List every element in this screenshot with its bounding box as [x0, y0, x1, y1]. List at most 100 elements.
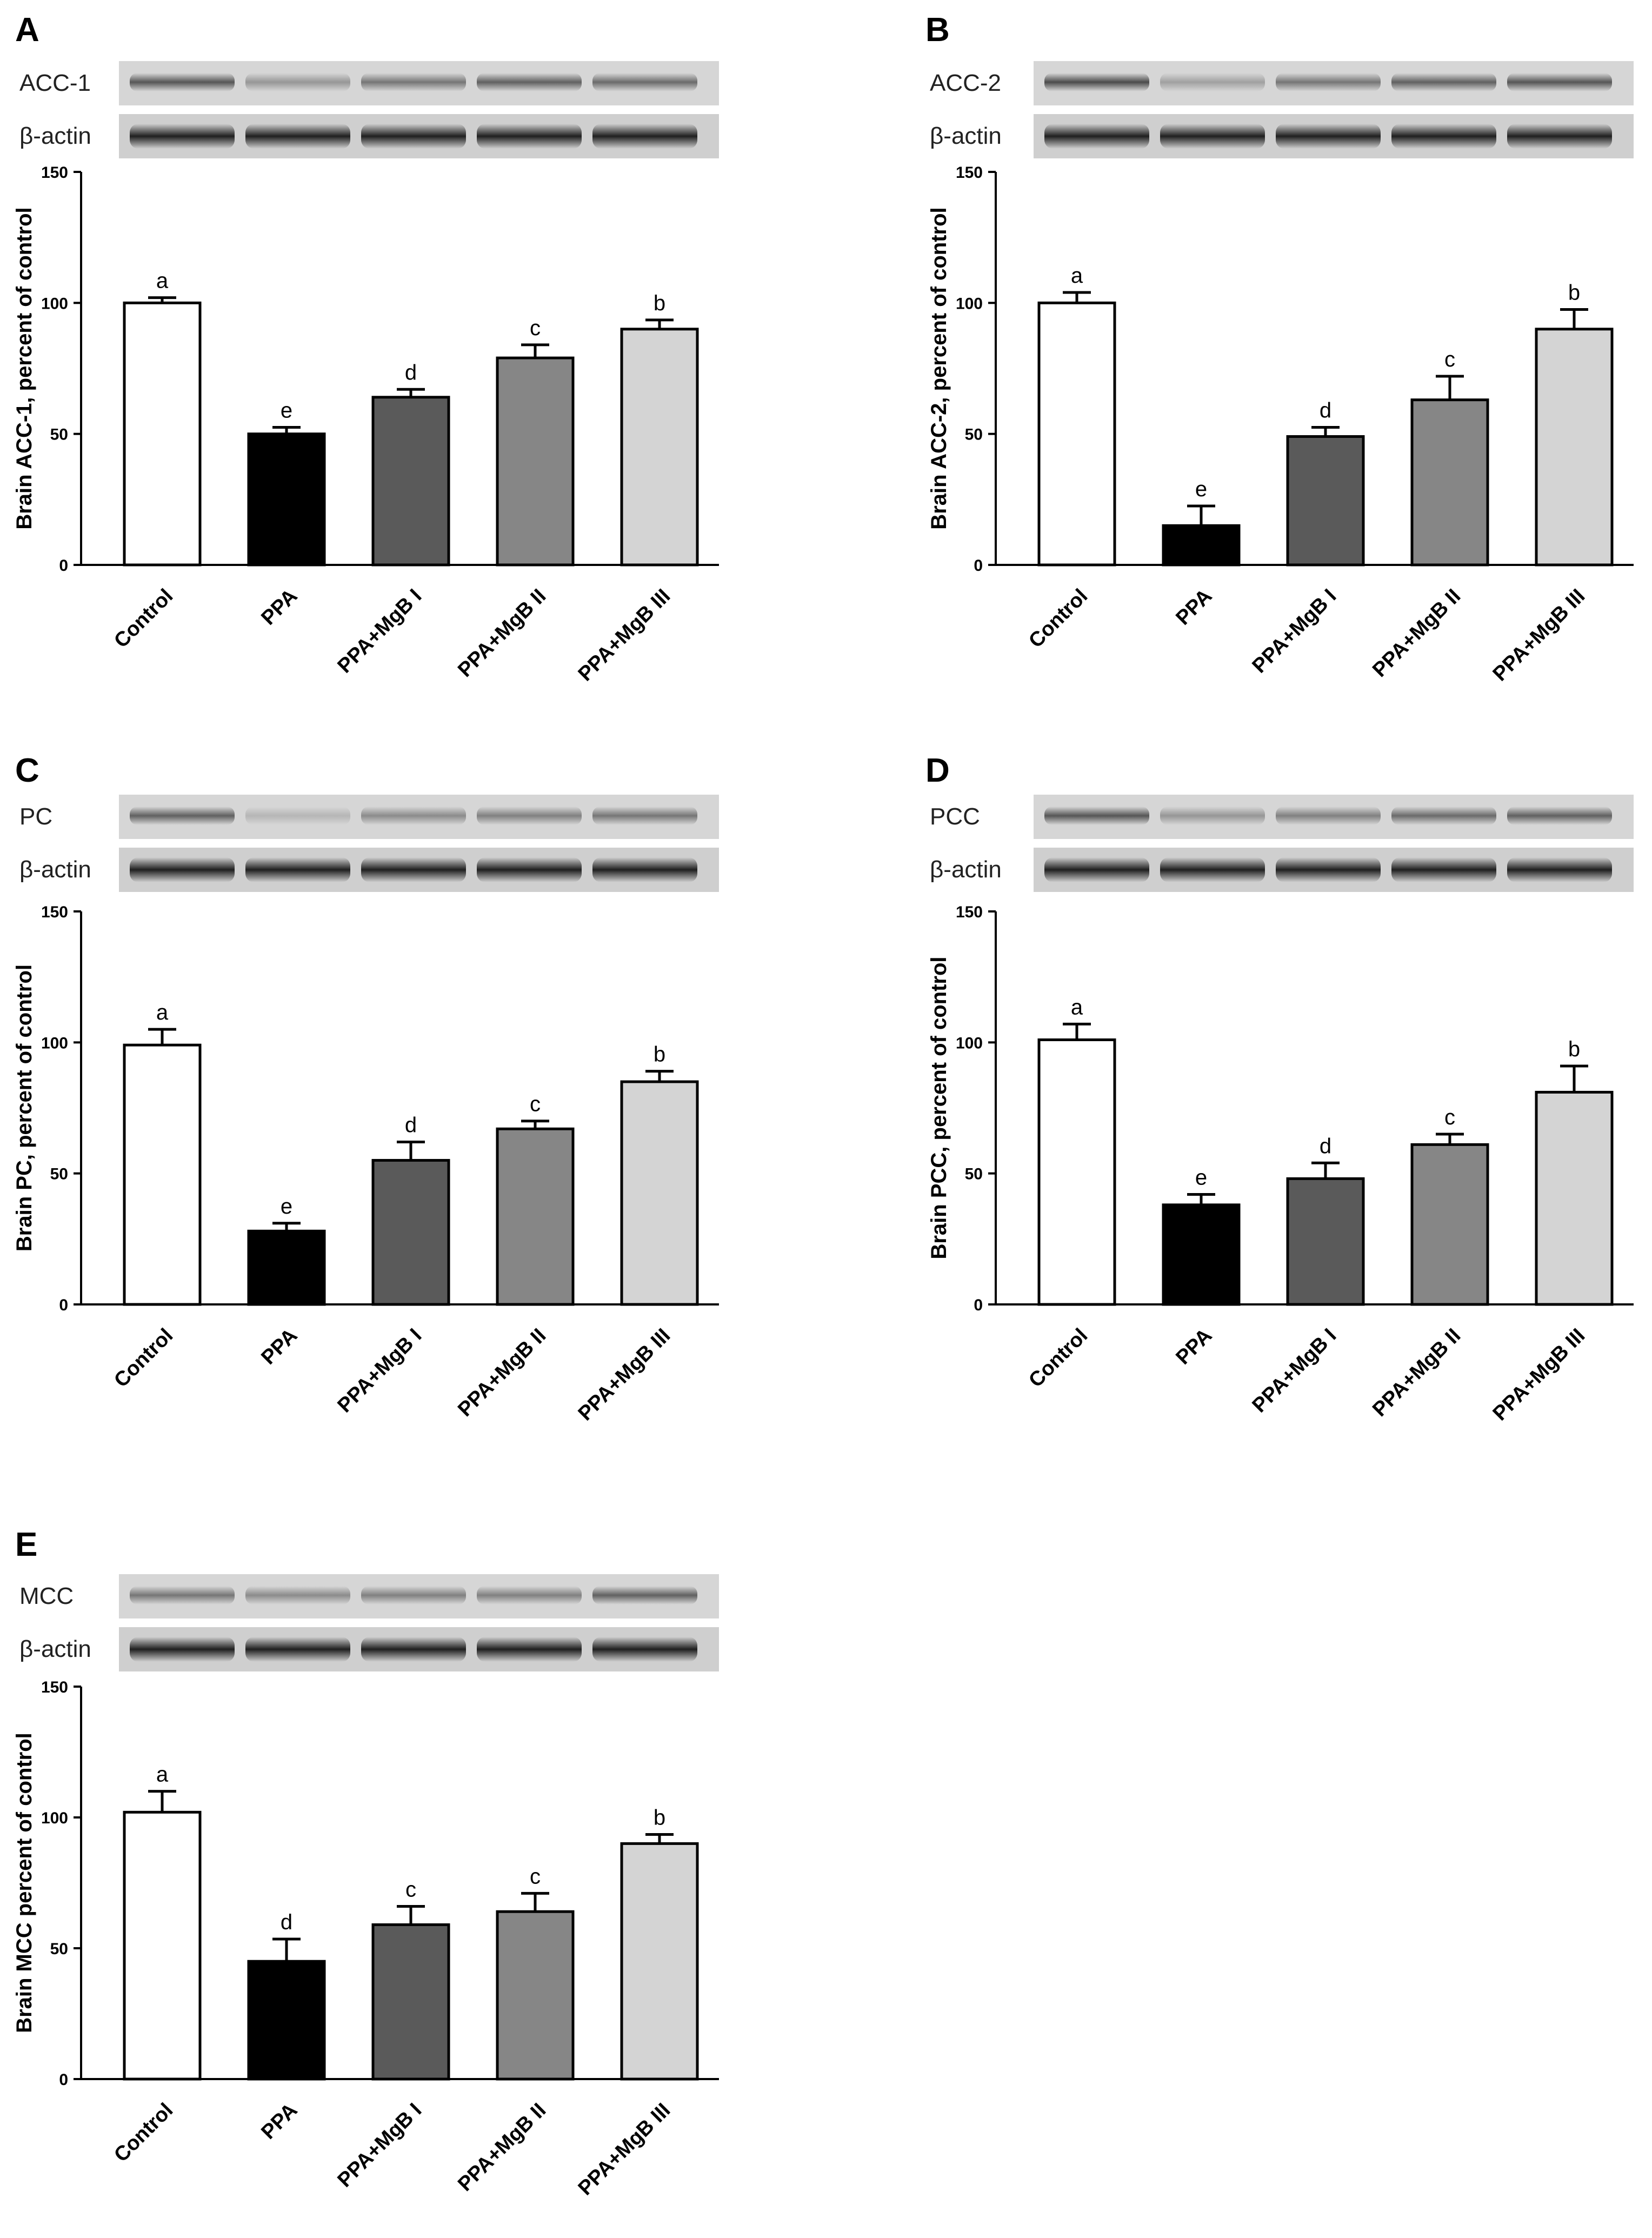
blot-band-target: [1044, 807, 1149, 825]
significance-letter: a: [1071, 995, 1083, 1019]
category-label: Control: [1024, 585, 1092, 652]
category-label: PPA+MgB II: [454, 1324, 550, 1421]
category-label: PPA+MgB II: [454, 585, 550, 682]
blot-band-target: [477, 807, 582, 825]
significance-letter: d: [405, 361, 417, 384]
y-tick-label: 50: [965, 1165, 983, 1183]
blot-band-target: [1276, 73, 1381, 91]
blot-band-target: [245, 807, 350, 825]
blot-band-actin: [130, 124, 235, 149]
blot-band-target: [1276, 807, 1381, 825]
panel-letter: E: [15, 1526, 37, 1563]
significance-letter: e: [1195, 477, 1207, 501]
blot-band-actin: [1507, 124, 1612, 149]
blot-band-target: [245, 73, 350, 91]
category-label: PPA+MgB I: [334, 2099, 427, 2192]
significance-letter: e: [281, 1195, 292, 1218]
significance-letter: b: [1568, 1037, 1580, 1061]
blot-actin-label: β-actin: [19, 1636, 91, 1662]
blot-band-actin: [1276, 124, 1381, 149]
significance-letter: a: [156, 269, 169, 293]
significance-letter: d: [281, 1910, 292, 1934]
y-tick-label: 0: [59, 1296, 68, 1314]
significance-letter: b: [654, 291, 665, 315]
blot-target-label: PCC: [930, 803, 980, 830]
blot-target-label: ACC-1: [19, 70, 91, 96]
y-tick-label: 100: [41, 295, 68, 312]
blot-band-target: [1507, 73, 1612, 91]
significance-letter: d: [1320, 399, 1331, 423]
blot-band-target: [361, 73, 466, 91]
blot-band-actin: [361, 1637, 466, 1662]
blot-band-target: [130, 73, 235, 91]
blot-band-actin: [477, 857, 582, 882]
significance-letter: a: [156, 1001, 169, 1024]
blot-band-actin: [1391, 857, 1496, 882]
y-tick-label: 100: [956, 1034, 983, 1052]
bar: [496, 1127, 575, 1306]
bar: [1535, 1090, 1614, 1306]
y-tick-label: 100: [41, 1809, 68, 1827]
y-tick-label: 150: [41, 1678, 68, 1696]
y-tick-label: 50: [50, 1940, 68, 1958]
blot-band-actin: [592, 857, 697, 882]
significance-letter: c: [530, 1864, 541, 1888]
category-label: PPA+MgB I: [1248, 585, 1341, 678]
blot-actin-label: β-actin: [930, 123, 1002, 149]
panel-a: A ACC-1 β-actin 0 50 100 150 Brain ACC-1, perce…: [12, 11, 719, 685]
significance-letter: b: [654, 1043, 665, 1067]
blot-band-target: [361, 807, 466, 825]
blot-band-actin: [477, 124, 582, 149]
bar: [620, 328, 699, 567]
blot-band-actin: [1507, 857, 1612, 882]
blot-target-label: MCC: [19, 1583, 74, 1609]
bar: [1410, 1143, 1489, 1306]
y-tick-label: 100: [41, 1034, 68, 1052]
category-label: Control: [1024, 1324, 1092, 1392]
bar: [620, 1080, 699, 1306]
y-tick-label: 50: [50, 426, 68, 444]
blot-band-target: [477, 1586, 582, 1604]
significance-letter: b: [654, 1806, 665, 1829]
category-label: PPA+MgB I: [334, 1324, 427, 1417]
bar: [496, 1910, 575, 2081]
panel-letter: A: [15, 11, 39, 49]
bar: [123, 1043, 202, 1306]
bar: [1535, 328, 1614, 567]
blot-band-actin: [592, 124, 697, 149]
y-tick-label: 150: [956, 164, 983, 182]
significance-letter: d: [405, 1114, 417, 1137]
bar: [123, 301, 202, 567]
panel-letter: D: [925, 752, 950, 789]
y-axis-label: Brain MCC percent of control: [12, 1733, 36, 2033]
significance-letter: c: [1444, 348, 1455, 371]
significance-letter: e: [281, 399, 292, 423]
blot-band-target: [1160, 73, 1265, 91]
blot-band-target: [361, 1586, 466, 1604]
blot-band-actin: [1044, 857, 1149, 882]
category-label: PPA: [1171, 1324, 1216, 1369]
category-label: PPA+MgB II: [1368, 585, 1465, 682]
category-label: PPA: [257, 585, 302, 630]
category-label: PPA: [1171, 585, 1216, 630]
blot-band-actin: [130, 857, 235, 882]
category-label: PPA: [257, 1324, 302, 1369]
y-tick-label: 0: [59, 2071, 68, 2089]
category-label: Control: [110, 1324, 177, 1392]
blot-band-actin: [1391, 124, 1496, 149]
bar: [247, 432, 326, 567]
y-tick-label: 100: [956, 295, 983, 312]
blot-band-actin: [1160, 124, 1265, 149]
y-tick-label: 50: [965, 426, 983, 444]
blot-actin-label: β-actin: [19, 123, 91, 149]
blot-band-actin: [361, 124, 466, 149]
blot-band-actin: [1044, 124, 1149, 149]
bar: [620, 1842, 699, 2081]
category-label: PPA+MgB III: [1489, 585, 1590, 686]
blot-actin-label: β-actin: [930, 856, 1002, 883]
category-label: Control: [110, 2099, 177, 2167]
panel-d: D PCC β-actin 0 50 100 150 Brain PCC, percent o…: [925, 752, 1634, 1425]
blot-band-target: [1391, 807, 1496, 825]
panel-e: E MCC β-actin 0 50 100 150 Brain MCC percent of…: [12, 1526, 719, 2200]
bar: [1410, 398, 1489, 567]
